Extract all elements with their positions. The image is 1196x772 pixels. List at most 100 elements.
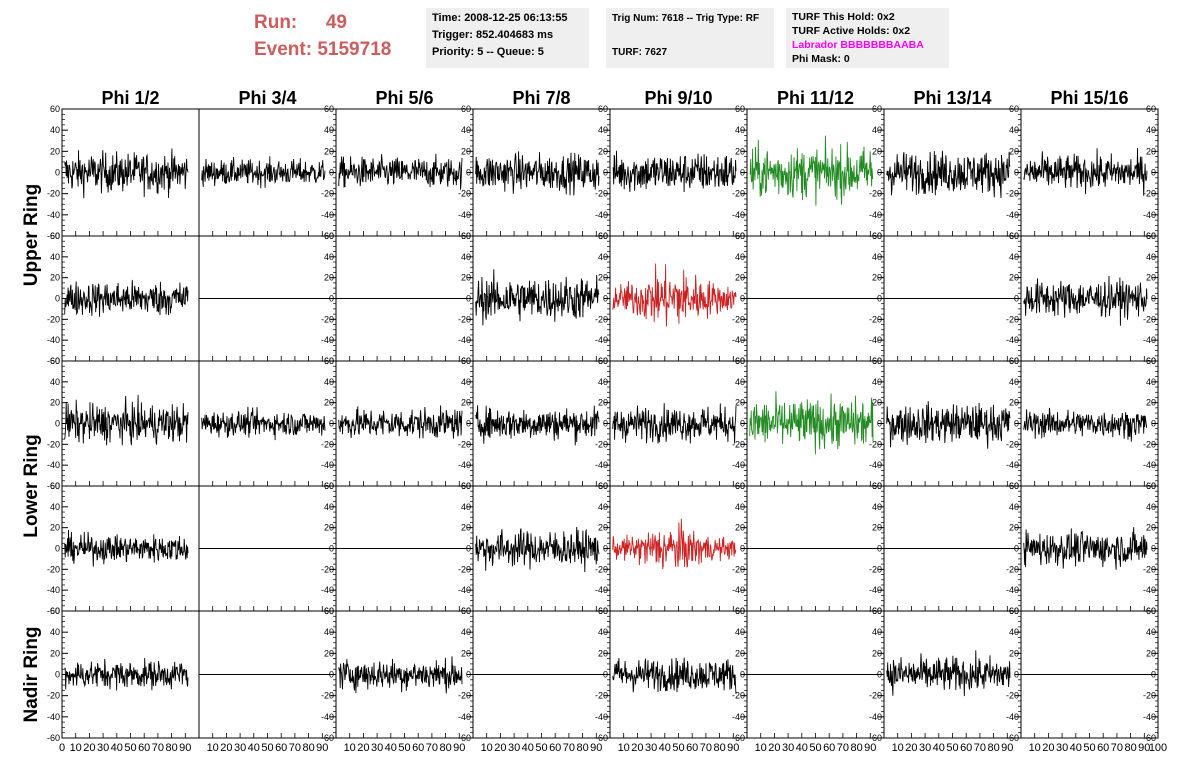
- y-tick-label: 40: [50, 502, 60, 512]
- x-tick-label: 20: [631, 742, 643, 754]
- y-tick-label: -20: [458, 189, 471, 199]
- x-tick-label: 10: [618, 742, 630, 754]
- y-tick-label: 40: [735, 377, 745, 387]
- y-tick-label: 20: [1009, 648, 1019, 658]
- y-tick-label: 60: [735, 481, 745, 491]
- y-tick-label: 20: [598, 523, 608, 533]
- x-tick-label: 80: [576, 742, 588, 754]
- y-tick-label: -60: [458, 733, 471, 743]
- y-tick-label: -60: [47, 606, 60, 616]
- y-tick-label: -40: [321, 335, 334, 345]
- ring-label: Nadir Ring: [21, 626, 42, 722]
- x-tick-label: 30: [508, 742, 520, 754]
- x-tick-label: 10: [207, 742, 219, 754]
- y-tick-label: 20: [50, 146, 60, 156]
- y-tick-label: -20: [1006, 189, 1019, 199]
- y-tick-label: -60: [869, 733, 882, 743]
- x-tick-label: 60: [275, 742, 287, 754]
- y-tick-label: 40: [1009, 252, 1019, 262]
- x-tick-label: 70: [426, 742, 438, 754]
- y-tick-label: 60: [598, 606, 608, 616]
- x-tick-label: 50: [946, 742, 958, 754]
- x-tick-label: 10: [892, 742, 904, 754]
- y-tick-label: 20: [461, 273, 471, 283]
- y-tick-label: -40: [47, 210, 60, 220]
- y-tick-label: -40: [732, 335, 745, 345]
- y-tick-label: 20: [324, 648, 334, 658]
- y-tick-label: 60: [1146, 481, 1156, 491]
- y-tick-label: -40: [1006, 335, 1019, 345]
- waveform-trace: [475, 526, 600, 573]
- x-tick-label: 70: [837, 742, 849, 754]
- x-tick-label: 20: [1042, 742, 1054, 754]
- y-tick-label: 0: [466, 670, 471, 680]
- y-tick-label: 20: [598, 273, 608, 283]
- y-tick-label: 40: [461, 377, 471, 387]
- y-tick-label: -40: [47, 712, 60, 722]
- y-tick-label: 40: [324, 252, 334, 262]
- y-tick-label: -20: [321, 564, 334, 574]
- waveform-trace: [886, 650, 1011, 697]
- y-tick-label: 40: [50, 627, 60, 637]
- y-tick-label: 40: [1146, 125, 1156, 135]
- waveform-trace: [612, 150, 737, 193]
- x-tick-label: 90: [590, 742, 602, 754]
- waveform-trace: [64, 657, 189, 691]
- y-tick-label: 60: [324, 231, 334, 241]
- x-tick-label: 40: [385, 742, 397, 754]
- y-tick-label: -20: [595, 189, 608, 199]
- y-tick-label: 40: [324, 502, 334, 512]
- turf-active-holds: TURF Active Holds: 0x2: [792, 25, 911, 37]
- y-tick-label: -20: [47, 691, 60, 701]
- y-tick-label: -40: [869, 712, 882, 722]
- y-tick-label: 40: [461, 502, 471, 512]
- y-tick-label: 20: [735, 146, 745, 156]
- y-tick-label: 0: [740, 294, 745, 304]
- y-tick-label: -40: [1143, 712, 1156, 722]
- y-tick-label: 20: [50, 273, 60, 283]
- y-tick-label: 20: [324, 398, 334, 408]
- y-tick-label: 20: [1009, 398, 1019, 408]
- waveform-trace: [64, 148, 189, 199]
- trig-info-box: Trig Num: 7618 -- Trig Type: RF TURF: 76…: [606, 8, 774, 68]
- y-tick-label: -20: [869, 314, 882, 324]
- waveform-trace: [886, 150, 1011, 199]
- y-tick-label: -20: [595, 314, 608, 324]
- event-time: Time: 2008-12-25 06:13:55: [432, 12, 568, 24]
- y-tick-label: 60: [324, 606, 334, 616]
- y-tick-label: 60: [461, 356, 471, 366]
- x-tick-label: 40: [522, 742, 534, 754]
- time-info-box: Time: 2008-12-25 06:13:55 Trigger: 852.4…: [426, 8, 589, 68]
- y-tick-label: -20: [1143, 314, 1156, 324]
- y-tick-label: 60: [461, 481, 471, 491]
- y-tick-label: 40: [461, 252, 471, 262]
- y-tick-label: 60: [50, 606, 60, 616]
- waveform-trace: [475, 405, 600, 446]
- y-tick-label: 20: [598, 648, 608, 658]
- column-heading: Phi 15/16: [1050, 88, 1128, 108]
- y-tick-label: 20: [598, 146, 608, 156]
- y-tick-label: 60: [461, 606, 471, 616]
- y-tick-label: -20: [47, 564, 60, 574]
- x-tick-label: 90: [453, 742, 465, 754]
- x-tick-label: 50: [124, 742, 136, 754]
- y-tick-label: 0: [877, 419, 882, 429]
- waveform-trace: [338, 153, 463, 190]
- y-tick-label: 0: [466, 419, 471, 429]
- y-tick-label: 20: [872, 146, 882, 156]
- x-tick-label: 70: [1111, 742, 1123, 754]
- y-tick-label: 60: [872, 104, 882, 114]
- x-tick-label: 90: [727, 742, 739, 754]
- waveform-trace: [612, 263, 737, 327]
- y-tick-label: -20: [869, 691, 882, 701]
- y-tick-label: 0: [740, 419, 745, 429]
- y-tick-label: -40: [1143, 460, 1156, 470]
- y-tick-label: -60: [321, 733, 334, 743]
- waveform-trace: [1023, 275, 1148, 326]
- y-tick-label: -40: [458, 210, 471, 220]
- y-tick-label: -40: [1006, 712, 1019, 722]
- x-tick-label: 20: [905, 742, 917, 754]
- y-tick-label: 60: [1146, 231, 1156, 241]
- y-tick-label: -20: [321, 691, 334, 701]
- y-tick-label: 0: [1151, 294, 1156, 304]
